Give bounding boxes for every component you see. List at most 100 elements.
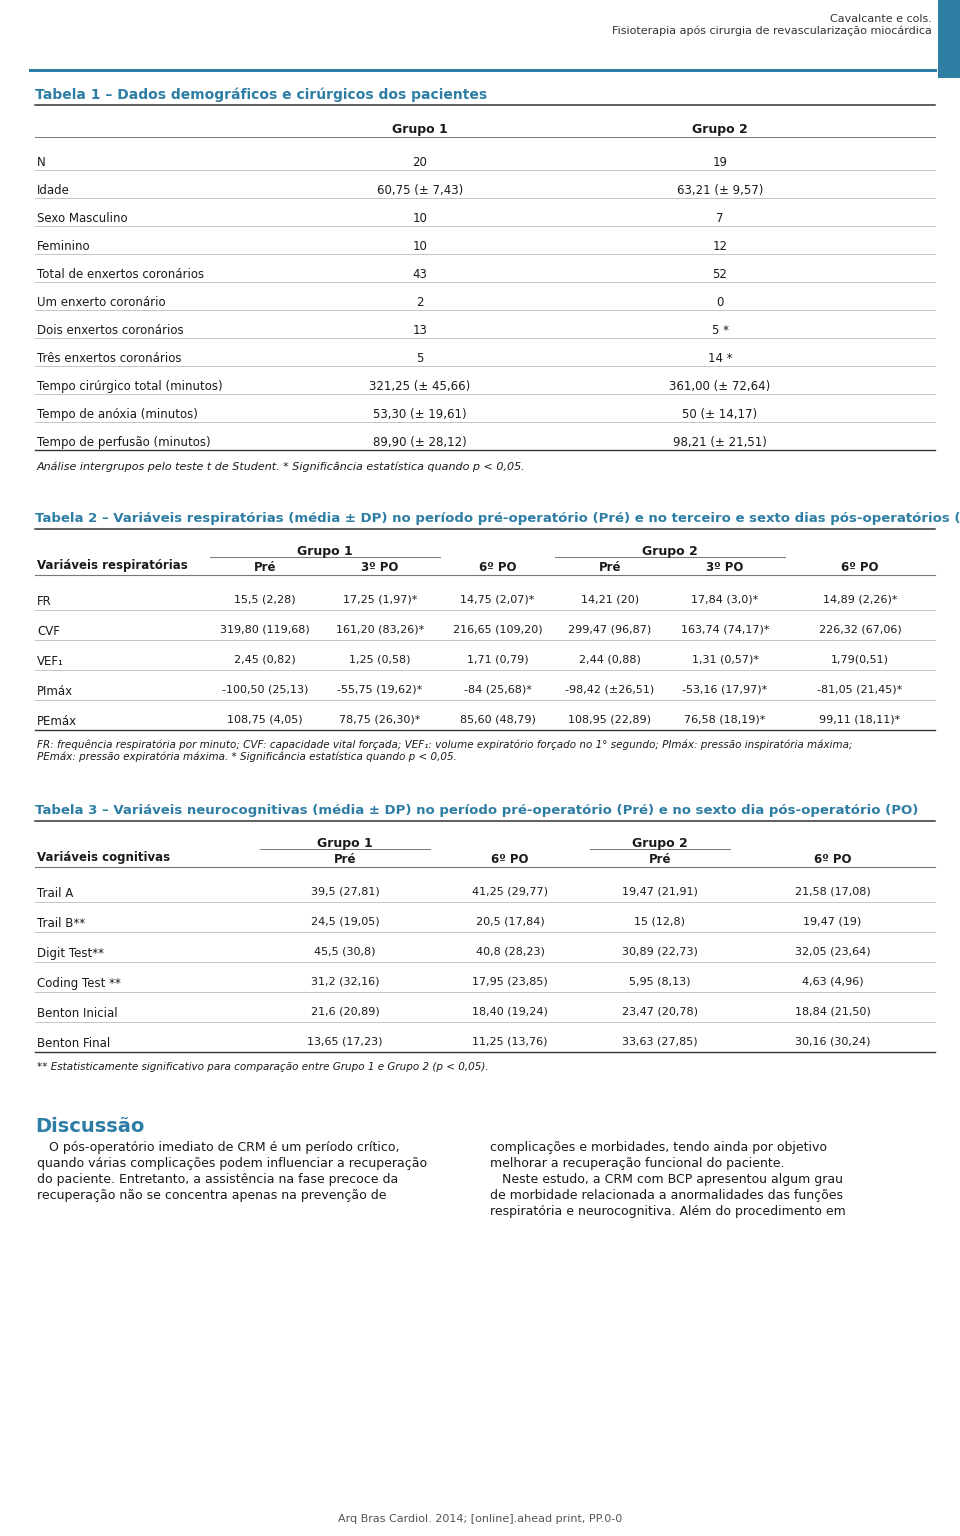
Text: 78,75 (26,30)*: 78,75 (26,30)* [339,714,420,725]
Text: 76,58 (18,19)*: 76,58 (18,19)* [684,714,766,725]
Text: Grupo 2: Grupo 2 [642,545,698,558]
Text: 52: 52 [712,267,728,281]
Text: 20,5 (17,84): 20,5 (17,84) [475,917,544,928]
Text: 17,95 (23,85): 17,95 (23,85) [472,977,548,988]
Text: Tempo cirúrgico total (minutos): Tempo cirúrgico total (minutos) [37,379,223,393]
Text: 98,21 (± 21,51): 98,21 (± 21,51) [673,436,767,449]
Text: 19: 19 [712,157,728,169]
Text: Análise intergrupos pelo teste t de Student. * Significância estatística quando : Análise intergrupos pelo teste t de Stud… [37,462,526,473]
Text: Idade: Idade [37,184,70,197]
Text: 23,47 (20,78): 23,47 (20,78) [622,1008,698,1017]
Text: Benton Final: Benton Final [37,1037,110,1051]
Text: 2: 2 [417,296,423,309]
Bar [938,0,960,78]
Text: 6º PO: 6º PO [841,561,878,574]
Text: Grupo 1: Grupo 1 [392,123,448,137]
Text: 18,40 (19,24): 18,40 (19,24) [472,1008,548,1017]
Text: Tempo de perfusão (minutos): Tempo de perfusão (minutos) [37,436,210,449]
Text: Variáveis respiratórias: Variáveis respiratórias [37,559,188,571]
Text: 1,31 (0,57)*: 1,31 (0,57)* [691,654,758,665]
Text: Um enxerto coronário: Um enxerto coronário [37,296,166,309]
Text: -98,42 (±26,51): -98,42 (±26,51) [565,685,655,694]
Text: 6º PO: 6º PO [814,852,852,866]
Text: 53,30 (± 19,61): 53,30 (± 19,61) [373,409,467,421]
Text: Pré: Pré [253,561,276,574]
Text: 0: 0 [716,296,724,309]
Text: 30,89 (22,73): 30,89 (22,73) [622,948,698,957]
Text: Tabela 2 – Variáveis respiratórias (média ± DP) no período pré-operatório (Pré) : Tabela 2 – Variáveis respiratórias (médi… [35,511,960,525]
Text: 2,45 (0,82): 2,45 (0,82) [234,654,296,665]
Text: 6º PO: 6º PO [479,561,516,574]
Text: 6º PO: 6º PO [492,852,529,866]
Text: 361,00 (± 72,64): 361,00 (± 72,64) [669,379,771,393]
Text: respiratória e neurocognitiva. Além do procedimento em: respiratória e neurocognitiva. Além do p… [490,1206,846,1218]
Text: 4,63 (4,96): 4,63 (4,96) [802,977,863,988]
Text: Fisioterapia após cirurgia de revascularização miocárdica: Fisioterapia após cirurgia de revascular… [612,26,932,37]
Text: 60,75 (± 7,43): 60,75 (± 7,43) [377,184,463,197]
Text: 3º PO: 3º PO [707,561,744,574]
Text: 41,25 (29,77): 41,25 (29,77) [472,886,548,897]
Text: 21,6 (20,89): 21,6 (20,89) [311,1008,379,1017]
Text: 12: 12 [712,240,728,253]
Text: Três enxertos coronários: Três enxertos coronários [37,352,181,366]
Text: 163,74 (74,17)*: 163,74 (74,17)* [681,625,769,634]
Text: quando várias complicações podem influenciar a recuperação: quando várias complicações podem influen… [37,1157,427,1170]
Text: 13: 13 [413,324,427,336]
Text: FR: FR [37,594,52,608]
Text: Grupo 2: Grupo 2 [632,837,688,849]
Text: 1,79(0,51): 1,79(0,51) [831,654,889,665]
Text: 321,25 (± 45,66): 321,25 (± 45,66) [370,379,470,393]
Text: 11,25 (13,76): 11,25 (13,76) [472,1037,548,1048]
Text: 14,75 (2,07)*: 14,75 (2,07)* [460,594,535,605]
Text: 63,21 (± 9,57): 63,21 (± 9,57) [677,184,763,197]
Text: melhorar a recuperação funcional do paciente.: melhorar a recuperação funcional do paci… [490,1157,784,1170]
Text: 108,95 (22,89): 108,95 (22,89) [568,714,652,725]
Text: Feminino: Feminino [37,240,90,253]
Text: PImáx: PImáx [37,685,73,697]
Text: 40,8 (28,23): 40,8 (28,23) [475,948,544,957]
Text: 18,84 (21,50): 18,84 (21,50) [795,1008,871,1017]
Text: 319,80 (119,68): 319,80 (119,68) [220,625,310,634]
Text: 19,47 (21,91): 19,47 (21,91) [622,886,698,897]
Text: Arq Bras Cardiol. 2014; [online].ahead print, PP.0-0: Arq Bras Cardiol. 2014; [online].ahead p… [338,1514,622,1524]
Text: 15,5 (2,28): 15,5 (2,28) [234,594,296,605]
Text: FR: frequência respiratória por minuto; CVF: capacidade vital forçada; VEF₁: vol: FR: frequência respiratória por minuto; … [37,740,852,751]
Text: PEmáx: PEmáx [37,714,77,728]
Text: 32,05 (23,64): 32,05 (23,64) [795,948,871,957]
Text: 20: 20 [413,157,427,169]
Text: 226,32 (67,06): 226,32 (67,06) [819,625,901,634]
Text: Grupo 1: Grupo 1 [298,545,353,558]
Text: 45,5 (30,8): 45,5 (30,8) [314,948,375,957]
Text: 5,95 (8,13): 5,95 (8,13) [629,977,691,988]
Text: -100,50 (25,13): -100,50 (25,13) [222,685,308,694]
Text: de morbidade relacionada a anormalidades das funções: de morbidade relacionada a anormalidades… [490,1189,843,1203]
Text: 14,21 (20): 14,21 (20) [581,594,639,605]
Text: Discussão: Discussão [35,1117,144,1137]
Text: Trail B**: Trail B** [37,917,85,929]
Text: Tempo de anóxia (minutos): Tempo de anóxia (minutos) [37,409,198,421]
Text: 13,65 (17,23): 13,65 (17,23) [307,1037,383,1048]
Text: Coding Test **: Coding Test ** [37,977,121,991]
Text: O pós-operatório imediato de CRM é um período crítico,: O pós-operatório imediato de CRM é um pe… [37,1141,399,1154]
Text: Cavalcante e cols.: Cavalcante e cols. [830,14,932,25]
Text: 43: 43 [413,267,427,281]
Text: Variáveis cognitivas: Variáveis cognitivas [37,851,170,863]
Text: Grupo 1: Grupo 1 [317,837,372,849]
Text: -55,75 (19,62)*: -55,75 (19,62)* [337,685,422,694]
Text: 14,89 (2,26)*: 14,89 (2,26)* [823,594,898,605]
Text: 15 (12,8): 15 (12,8) [635,917,685,928]
Text: 1,71 (0,79): 1,71 (0,79) [467,654,528,665]
Text: 33,63 (27,85): 33,63 (27,85) [622,1037,698,1048]
Text: Total de enxertos coronários: Total de enxertos coronários [37,267,204,281]
Text: VEF₁: VEF₁ [37,654,64,668]
Text: Tabela 3 – Variáveis neurocognitivas (média ± DP) no período pré-operatório (Pré: Tabela 3 – Variáveis neurocognitivas (mé… [35,803,919,817]
Text: 5: 5 [417,352,423,366]
Text: 10: 10 [413,212,427,224]
Text: Pré: Pré [334,852,356,866]
Text: -84 (25,68)*: -84 (25,68)* [464,685,532,694]
Text: recuperação não se concentra apenas na prevenção de: recuperação não se concentra apenas na p… [37,1189,387,1203]
Text: -81,05 (21,45)*: -81,05 (21,45)* [817,685,902,694]
Text: 161,20 (83,26)*: 161,20 (83,26)* [336,625,424,634]
Text: Neste estudo, a CRM com BCP apresentou algum grau: Neste estudo, a CRM com BCP apresentou a… [490,1174,843,1186]
Text: 30,16 (30,24): 30,16 (30,24) [795,1037,871,1048]
